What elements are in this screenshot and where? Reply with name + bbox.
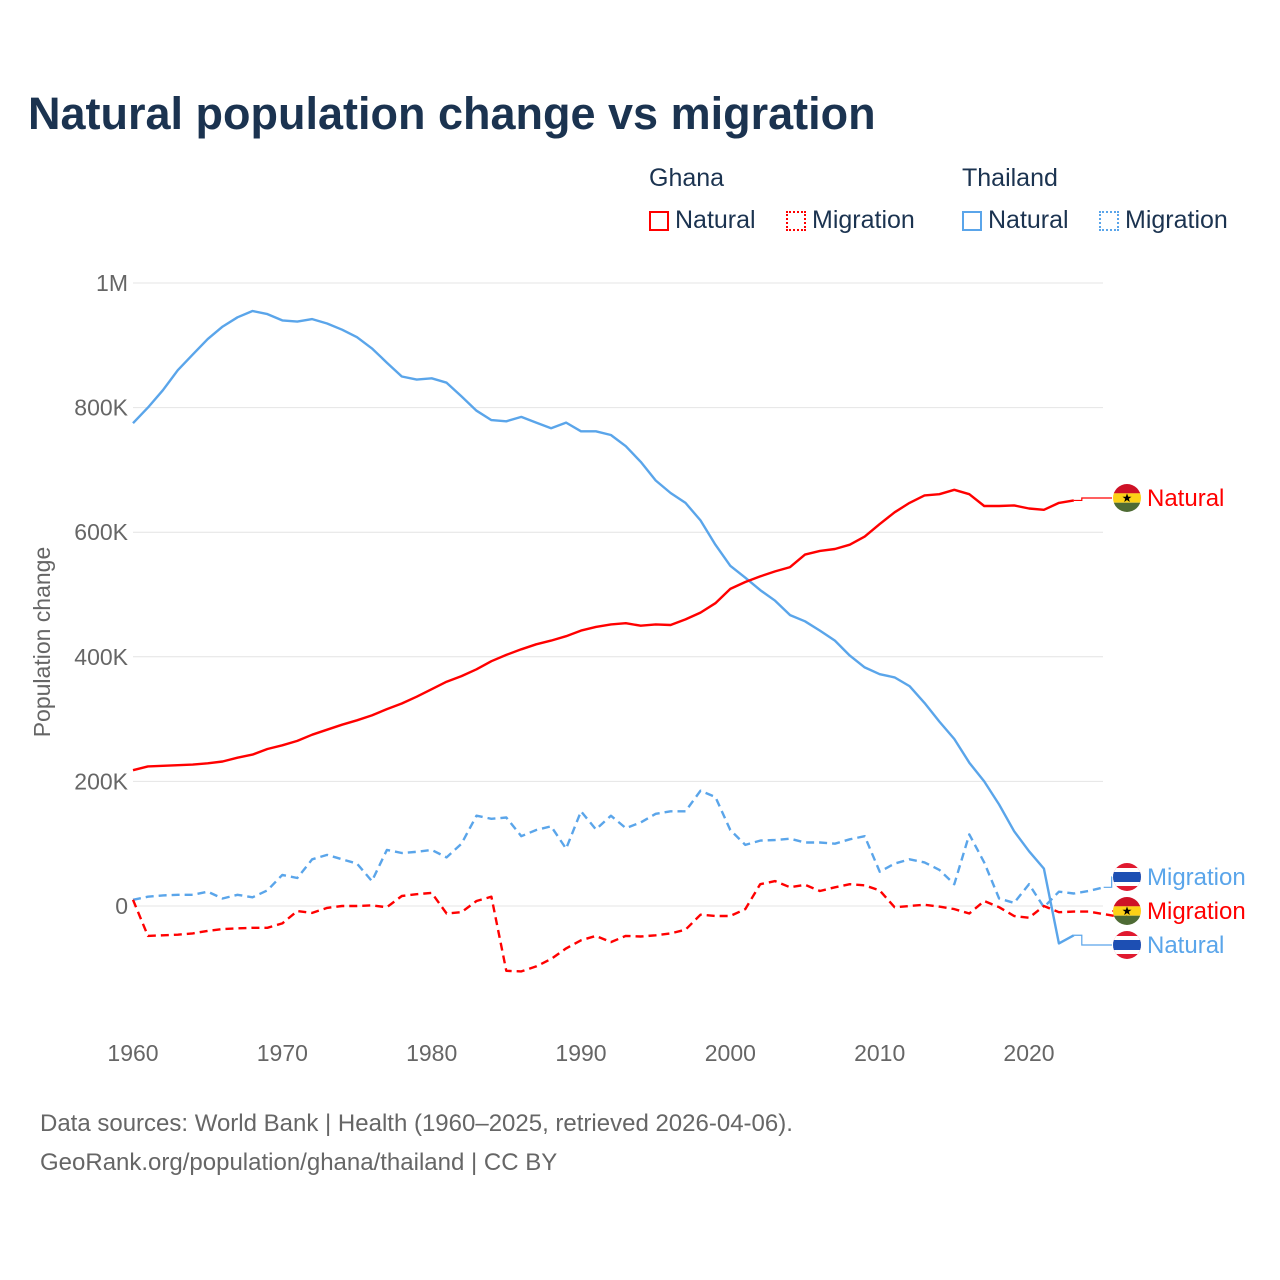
x-tick-label: 2010 [854, 1040, 905, 1066]
x-tick-label: 1990 [555, 1040, 606, 1066]
y-tick-label: 200K [74, 768, 128, 794]
flag-blue [1113, 872, 1141, 882]
x-tick-label: 2020 [1003, 1040, 1054, 1066]
thailand-flag-icon [1113, 863, 1141, 891]
legend-item-ghana-natural[interactable]: Natural [649, 206, 756, 235]
legend-group-ghana: Ghana [649, 164, 725, 192]
legend-swatch [786, 211, 806, 231]
legend-label: Natural [675, 206, 756, 234]
label-connector [1103, 876, 1113, 888]
y-axis-label: Population change [29, 547, 55, 738]
x-tick-label: 1970 [257, 1040, 308, 1066]
star-icon [1122, 906, 1132, 915]
ghana-flag-icon [1113, 484, 1141, 512]
source-line-2: GeoRank.org/population/ghana/thailand | … [40, 1149, 558, 1176]
ghana-flag-icon [1113, 897, 1141, 925]
y-tick-label: 0 [115, 893, 128, 919]
y-tick-label: 1M [96, 270, 128, 296]
star-icon [1122, 493, 1132, 502]
series-line-ghana-migration [131, 879, 1119, 973]
flag-blue [1113, 940, 1141, 950]
y-tick-label: 800K [74, 395, 128, 421]
flag-green [1113, 915, 1141, 925]
legend-swatch [649, 211, 669, 231]
flag-stripes [1113, 931, 1141, 959]
legend-swatch [962, 211, 982, 231]
thailand-flag-icon [1113, 931, 1141, 959]
legend-item-thailand-migration[interactable]: Migration [1099, 206, 1228, 235]
label-connector [1073, 934, 1112, 946]
legend-label: Migration [1125, 206, 1228, 234]
x-tick-label: 2000 [705, 1040, 756, 1066]
flag-stripes [1113, 863, 1141, 891]
flag-red [1113, 897, 1141, 907]
end-label-ghana-natural: Natural [1147, 485, 1224, 512]
legend-swatch [1099, 211, 1119, 231]
legend-item-thailand-natural[interactable]: Natural [962, 206, 1069, 235]
series-line-ghana-natural [132, 488, 1074, 772]
chart-title: Natural population change vs migration [28, 88, 876, 139]
x-tick-label: 1960 [107, 1040, 158, 1066]
source-line-1: Data sources: World Bank | Health (1960–… [40, 1110, 793, 1137]
legend-label: Migration [812, 206, 915, 234]
legend-group-thailand: Thailand [962, 164, 1058, 192]
end-label-thailand-migration: Migration [1147, 864, 1246, 891]
end-label-thailand-natural: Natural [1147, 932, 1224, 959]
flag-red [1113, 484, 1141, 494]
legend-label: Natural [988, 206, 1069, 234]
y-tick-label: 400K [74, 644, 128, 670]
y-tick-label: 600K [74, 519, 128, 545]
legend-item-ghana-migration[interactable]: Migration [786, 206, 915, 235]
x-tick-label: 1980 [406, 1040, 457, 1066]
series-line-thailand-natural [132, 309, 1075, 945]
series-line-thailand-migration [132, 789, 1104, 909]
end-label-ghana-migration: Migration [1147, 898, 1246, 925]
flag-green [1113, 502, 1141, 512]
label-connector [1073, 497, 1112, 502]
